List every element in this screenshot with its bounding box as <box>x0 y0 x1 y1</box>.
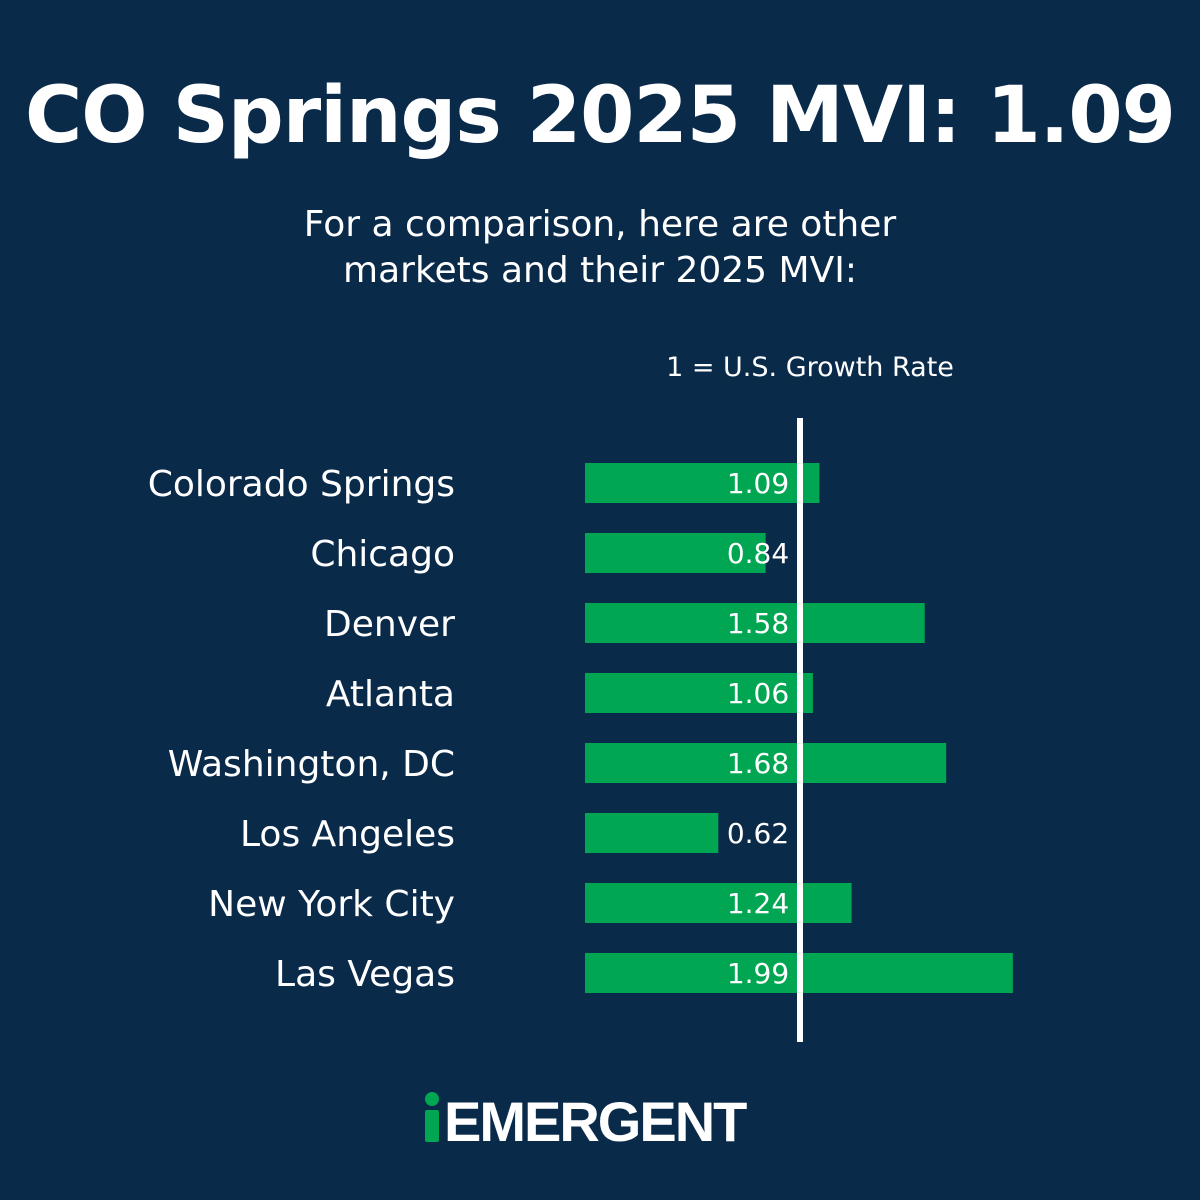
subtitle-line-2: markets and their 2025 MVI: <box>343 250 857 291</box>
category-label-5: Los Angeles <box>240 814 455 855</box>
i-person-icon <box>425 1092 439 1142</box>
logo-wordmark: EMERGENT <box>444 1090 747 1153</box>
category-label-0: Colorado Springs <box>148 464 455 505</box>
bar-1 <box>585 533 766 573</box>
company-logo: EMERGENT <box>425 1090 749 1153</box>
bar-0 <box>585 463 820 503</box>
value-label-6: 1.24 <box>727 887 789 920</box>
value-label-2: 1.58 <box>727 607 789 640</box>
value-label-0: 1.09 <box>727 467 789 500</box>
bar-3 <box>585 673 813 713</box>
value-label-5: 0.62 <box>727 817 789 850</box>
category-label-1: Chicago <box>310 534 455 575</box>
category-label-4: Washington, DC <box>168 744 455 785</box>
category-label-3: Atlanta <box>326 674 455 715</box>
bar-2 <box>585 603 925 643</box>
category-label-7: Las Vegas <box>275 954 455 995</box>
bar-5 <box>585 813 719 853</box>
subtitle: For a comparison, here are other markets… <box>0 202 1200 294</box>
value-label-3: 1.06 <box>727 677 789 710</box>
page-title: CO Springs 2025 MVI: 1.09 <box>25 71 1176 161</box>
category-label-2: Denver <box>324 604 455 645</box>
value-label-7: 1.99 <box>727 957 789 990</box>
subtitle-line-1: For a comparison, here are other <box>303 204 897 245</box>
bar-4 <box>585 743 947 783</box>
value-label-4: 1.68 <box>727 747 789 780</box>
value-label-1: 0.84 <box>727 537 789 570</box>
category-label-6: New York City <box>208 884 455 925</box>
bar-6 <box>585 883 852 923</box>
reference-note: 1 = U.S. Growth Rate <box>666 352 954 383</box>
